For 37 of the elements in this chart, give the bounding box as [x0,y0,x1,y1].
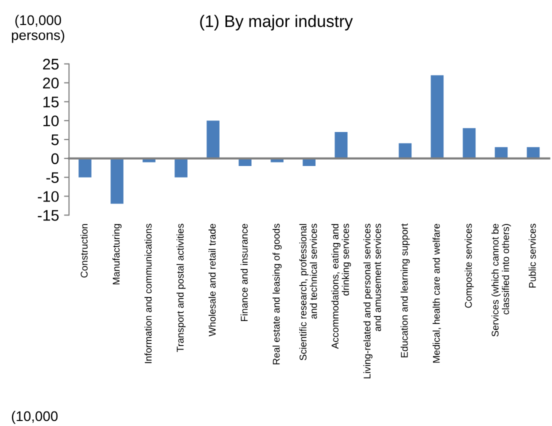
x-tick-label: Public services [528,224,536,288]
x-tick-label: Construction [80,224,88,278]
x-tick-label: Information and communications [144,224,152,364]
y-tick-label: 0 [51,153,59,164]
y-tick-label: -15 [38,210,59,221]
x-tick-label: Medical, health care and welfare [432,224,441,363]
x-tick-label: Wholesale and retail trade [208,224,216,336]
y-tick-label: 15 [43,96,59,108]
y-tick-label: 10 [43,115,59,126]
bar [430,75,444,158]
bar [526,147,540,158]
x-tick-label: Education and learning support [400,224,410,358]
bar [334,132,348,158]
y-tick-label: 25 [43,58,59,70]
x-tick-label: Living-related and personal services and amusement services [363,224,381,378]
x-tick-label: Composite services [464,224,474,308]
chart-title: (1) By major industry [200,14,353,30]
y-axis-title: (10,000 persons) [12,14,64,43]
x-tick-label: Scientific research, professional and technical services [299,224,317,360]
x-tick-label: Transport and postal activities [176,224,186,352]
y-tick-label: 20 [43,78,59,88]
bar [78,158,92,178]
x-tick-label: Real estate and leasing of goods [272,224,282,364]
bar [206,120,220,158]
x-tick-label: Services (which cannot be classified into others) [491,224,511,336]
x-tick-label: Manufacturing [112,224,122,284]
x-tick-label: Accommodations, eating and drinking services [331,224,351,349]
text: (10,000 [12,410,58,424]
y-tick-label: 5 [51,134,59,146]
y-tick-label: -10 [38,191,59,202]
bar [494,147,508,158]
bar [462,128,476,158]
y-tick-label: -5 [46,172,59,184]
x-tick-label: Finance and insurance [240,224,248,322]
bar [110,158,124,204]
bar [398,143,412,158]
bar [174,158,188,178]
